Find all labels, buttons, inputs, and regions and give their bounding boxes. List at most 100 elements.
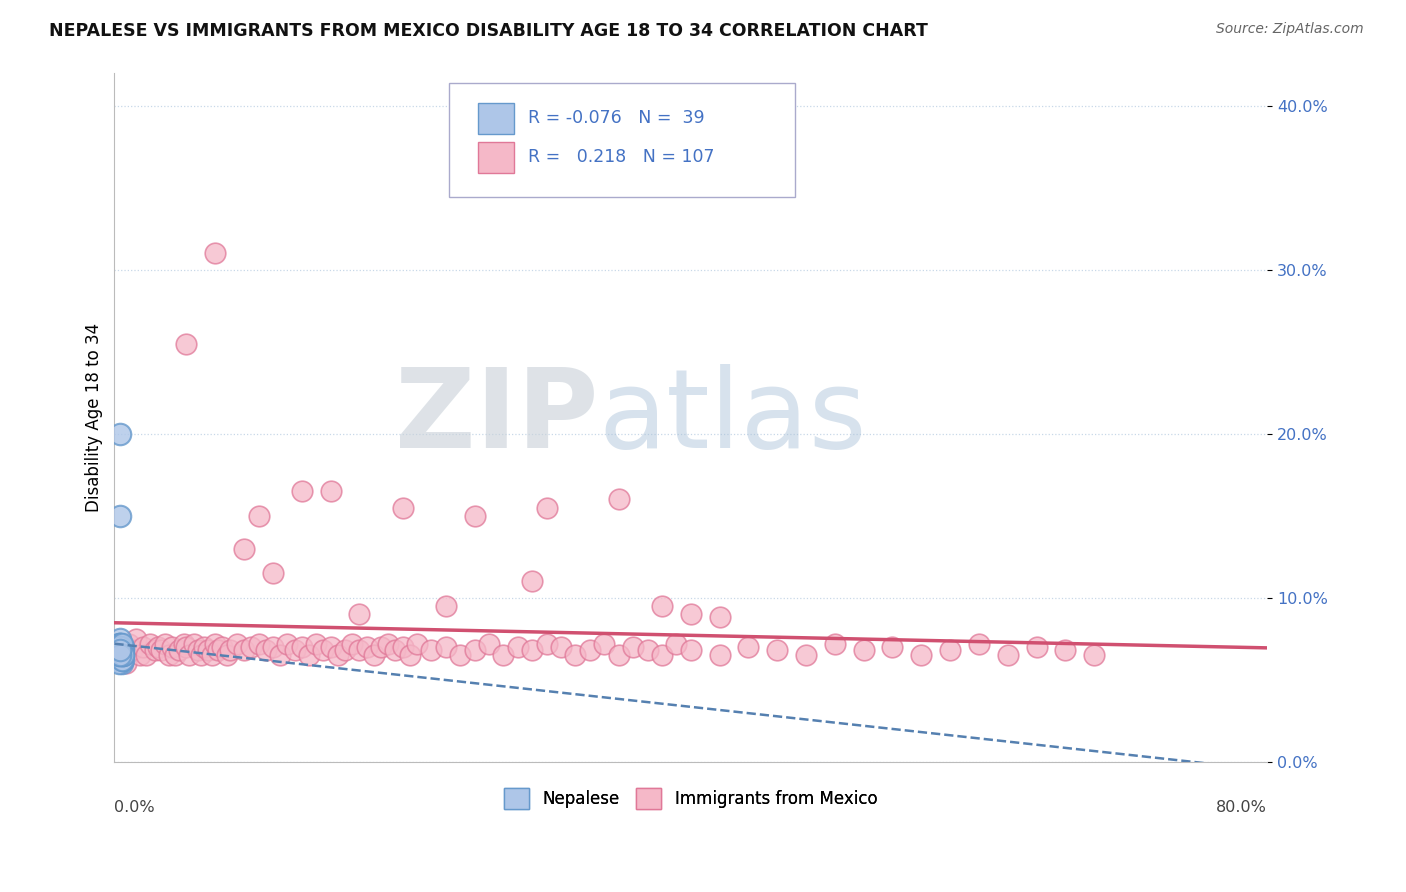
Point	[215, 648, 238, 663]
Point	[305, 637, 328, 651]
Point	[536, 500, 558, 515]
Point	[160, 640, 183, 654]
Point	[108, 637, 131, 651]
Point	[173, 637, 195, 651]
Point	[176, 336, 198, 351]
Point	[349, 607, 371, 622]
Point	[319, 640, 342, 654]
Point	[794, 648, 817, 663]
Point	[193, 640, 215, 654]
Point	[167, 643, 190, 657]
Bar	[478, 142, 515, 173]
Point	[176, 640, 198, 654]
Point	[464, 508, 486, 523]
Point	[107, 640, 129, 654]
Point	[110, 648, 132, 663]
Point	[298, 648, 321, 663]
Point	[108, 640, 131, 654]
Point	[125, 632, 148, 646]
Point	[240, 640, 263, 654]
Point	[607, 648, 630, 663]
Point	[110, 653, 132, 667]
Point	[709, 610, 731, 624]
Text: Source: ZipAtlas.com: Source: ZipAtlas.com	[1216, 22, 1364, 37]
Point	[579, 643, 602, 657]
Point	[1054, 643, 1077, 657]
Point	[108, 632, 131, 646]
Point	[247, 637, 270, 651]
Point	[536, 637, 558, 651]
Point	[384, 643, 406, 657]
Y-axis label: Disability Age 18 to 34: Disability Age 18 to 34	[86, 323, 103, 512]
Point	[564, 648, 586, 663]
Point	[679, 643, 702, 657]
Point	[211, 640, 233, 654]
Point	[204, 637, 226, 651]
Point	[233, 541, 256, 556]
Point	[108, 643, 131, 657]
Point	[852, 643, 875, 657]
Point	[391, 640, 413, 654]
Point	[910, 648, 932, 663]
Point	[143, 643, 166, 657]
Text: NEPALESE VS IMMIGRANTS FROM MEXICO DISABILITY AGE 18 TO 34 CORRELATION CHART: NEPALESE VS IMMIGRANTS FROM MEXICO DISAB…	[49, 22, 928, 40]
Point	[398, 648, 420, 663]
Point	[1025, 640, 1047, 654]
Point	[153, 637, 176, 651]
Text: R = -0.076   N =  39: R = -0.076 N = 39	[529, 109, 704, 128]
Point	[108, 640, 131, 654]
Point	[506, 640, 529, 654]
Point	[478, 637, 501, 651]
Point	[110, 653, 132, 667]
Text: 80.0%: 80.0%	[1216, 799, 1267, 814]
Point	[434, 599, 457, 613]
Point	[112, 640, 135, 654]
Point	[204, 246, 226, 260]
Point	[406, 637, 429, 651]
Point	[665, 637, 688, 651]
Point	[709, 648, 731, 663]
Point	[146, 640, 169, 654]
Point	[110, 657, 132, 671]
Point	[112, 648, 135, 663]
Point	[132, 640, 155, 654]
Point	[108, 648, 131, 663]
Point	[110, 643, 132, 657]
Point	[621, 640, 644, 654]
Point	[262, 640, 284, 654]
Point	[107, 648, 129, 663]
Point	[121, 643, 143, 657]
Point	[492, 648, 515, 663]
Point	[110, 643, 132, 657]
Point	[139, 637, 162, 651]
Point	[115, 657, 138, 671]
Point	[107, 648, 129, 663]
Point	[247, 508, 270, 523]
Point	[651, 599, 673, 613]
Point	[997, 648, 1019, 663]
Point	[356, 640, 378, 654]
Legend: Nepalese, Immigrants from Mexico: Nepalese, Immigrants from Mexico	[498, 781, 884, 815]
Point	[107, 657, 129, 671]
Point	[129, 648, 152, 663]
Point	[108, 643, 131, 657]
Point	[291, 640, 314, 654]
Point	[108, 643, 131, 657]
Point	[550, 640, 572, 654]
Point	[522, 643, 544, 657]
Point	[110, 637, 132, 651]
Point	[110, 648, 132, 663]
Point	[607, 492, 630, 507]
Point	[291, 484, 314, 499]
Text: atlas: atlas	[599, 364, 868, 471]
Text: 0.0%: 0.0%	[114, 799, 155, 814]
Point	[679, 607, 702, 622]
Point	[108, 640, 131, 654]
FancyBboxPatch shape	[449, 83, 794, 197]
Point	[108, 640, 131, 654]
Point	[370, 640, 392, 654]
Point	[108, 640, 131, 654]
Point	[118, 637, 141, 651]
Point	[377, 637, 399, 651]
Point	[187, 643, 209, 657]
